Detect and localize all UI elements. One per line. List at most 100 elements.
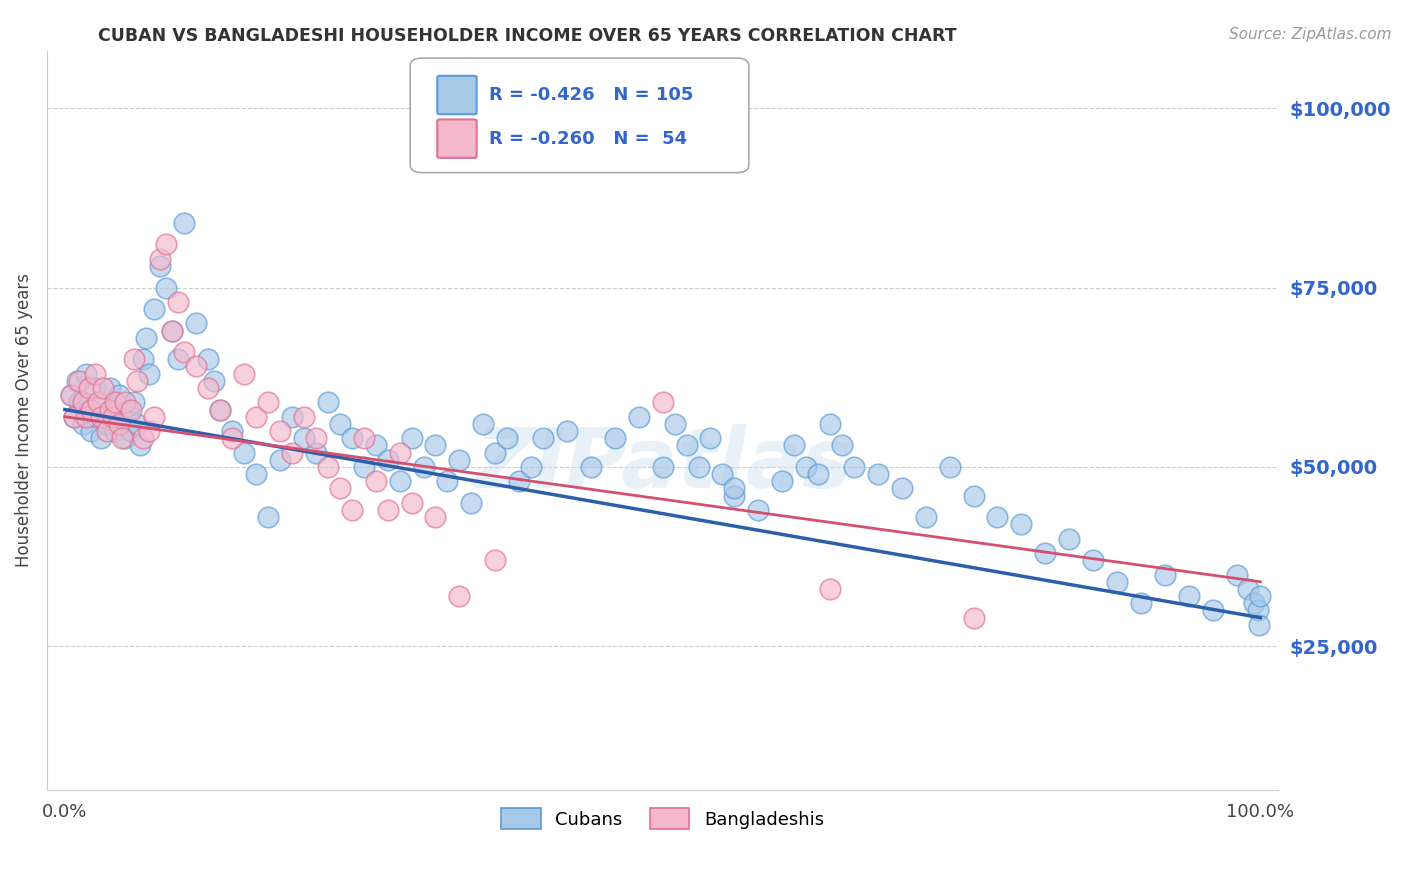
Point (120, 424, 142, 438)
Point (98, 381, 121, 395)
Point (91, 395, 114, 409)
Point (131, 431, 153, 445)
Point (59, 388, 82, 402)
Point (114, 395, 136, 409)
Point (807, 467, 830, 482)
Point (77, 402, 100, 417)
Point (221, 431, 243, 445)
Point (117, 402, 139, 417)
Point (723, 489, 745, 503)
Point (59, 388, 82, 402)
Point (353, 459, 375, 474)
Point (412, 459, 434, 474)
Point (257, 395, 280, 409)
Point (329, 417, 352, 431)
Point (1201, 603, 1223, 617)
Point (111, 409, 134, 424)
Point (831, 438, 853, 452)
Point (135, 331, 157, 345)
Point (388, 475, 411, 489)
Text: Source: ZipAtlas.com: Source: ZipAtlas.com (1229, 27, 1392, 42)
Point (149, 259, 172, 273)
Point (173, 216, 195, 230)
Point (364, 475, 387, 489)
Point (162, 324, 184, 338)
Point (104, 395, 127, 409)
Point (484, 553, 506, 567)
Point (186, 317, 208, 331)
Point (664, 417, 686, 431)
Point (1249, 589, 1271, 603)
Point (1243, 596, 1265, 610)
Point (783, 438, 806, 452)
Point (377, 503, 399, 517)
Point (531, 431, 554, 445)
Point (107, 388, 129, 402)
Point (197, 352, 219, 367)
Point (651, 395, 673, 409)
Point (138, 367, 160, 381)
Point (986, 510, 1008, 524)
Point (914, 510, 936, 524)
Point (143, 409, 166, 424)
Point (1129, 596, 1152, 610)
Text: CUBAN VS BANGLADESHI HOUSEHOLDER INCOME OVER 65 YEARS CORRELATION CHART: CUBAN VS BANGLADESHI HOUSEHOLDER INCOME … (98, 27, 957, 45)
FancyBboxPatch shape (437, 76, 477, 114)
Point (114, 431, 136, 445)
Point (197, 381, 219, 395)
Point (364, 438, 387, 452)
FancyBboxPatch shape (411, 58, 749, 173)
Point (1105, 574, 1128, 589)
Point (122, 395, 145, 409)
Point (101, 402, 124, 417)
Point (98, 402, 121, 417)
Point (292, 431, 315, 445)
Point (90, 409, 112, 424)
Point (269, 424, 291, 438)
Point (1237, 582, 1260, 596)
Point (890, 482, 912, 496)
Point (472, 417, 495, 431)
Point (711, 467, 734, 482)
FancyBboxPatch shape (437, 120, 477, 158)
Point (80, 424, 103, 438)
Point (401, 496, 423, 510)
Point (269, 452, 291, 467)
Point (340, 431, 363, 445)
Point (305, 445, 328, 459)
Point (131, 352, 153, 367)
Point (209, 402, 232, 417)
Point (305, 431, 328, 445)
Point (63, 409, 86, 424)
Point (138, 424, 160, 438)
Point (651, 459, 673, 474)
Text: R = -0.426   N = 105: R = -0.426 N = 105 (489, 86, 693, 104)
Point (67, 395, 90, 409)
Point (167, 352, 190, 367)
Point (125, 417, 148, 431)
Point (747, 503, 769, 517)
Point (233, 367, 256, 381)
Point (329, 482, 352, 496)
Point (75, 409, 97, 424)
Point (162, 324, 184, 338)
Point (770, 475, 793, 489)
Point (675, 438, 697, 452)
Point (688, 459, 710, 474)
Point (122, 352, 145, 367)
Point (316, 459, 339, 474)
Point (1247, 603, 1270, 617)
Point (353, 431, 375, 445)
Text: ZIPatlas: ZIPatlas (474, 425, 852, 505)
Point (316, 395, 339, 409)
Point (72, 417, 94, 431)
Point (425, 438, 447, 452)
Point (67, 374, 90, 388)
Point (221, 424, 243, 438)
Point (104, 424, 127, 438)
Point (90, 431, 112, 445)
Point (120, 402, 142, 417)
Point (173, 345, 195, 359)
Point (794, 459, 817, 474)
Point (167, 294, 190, 309)
